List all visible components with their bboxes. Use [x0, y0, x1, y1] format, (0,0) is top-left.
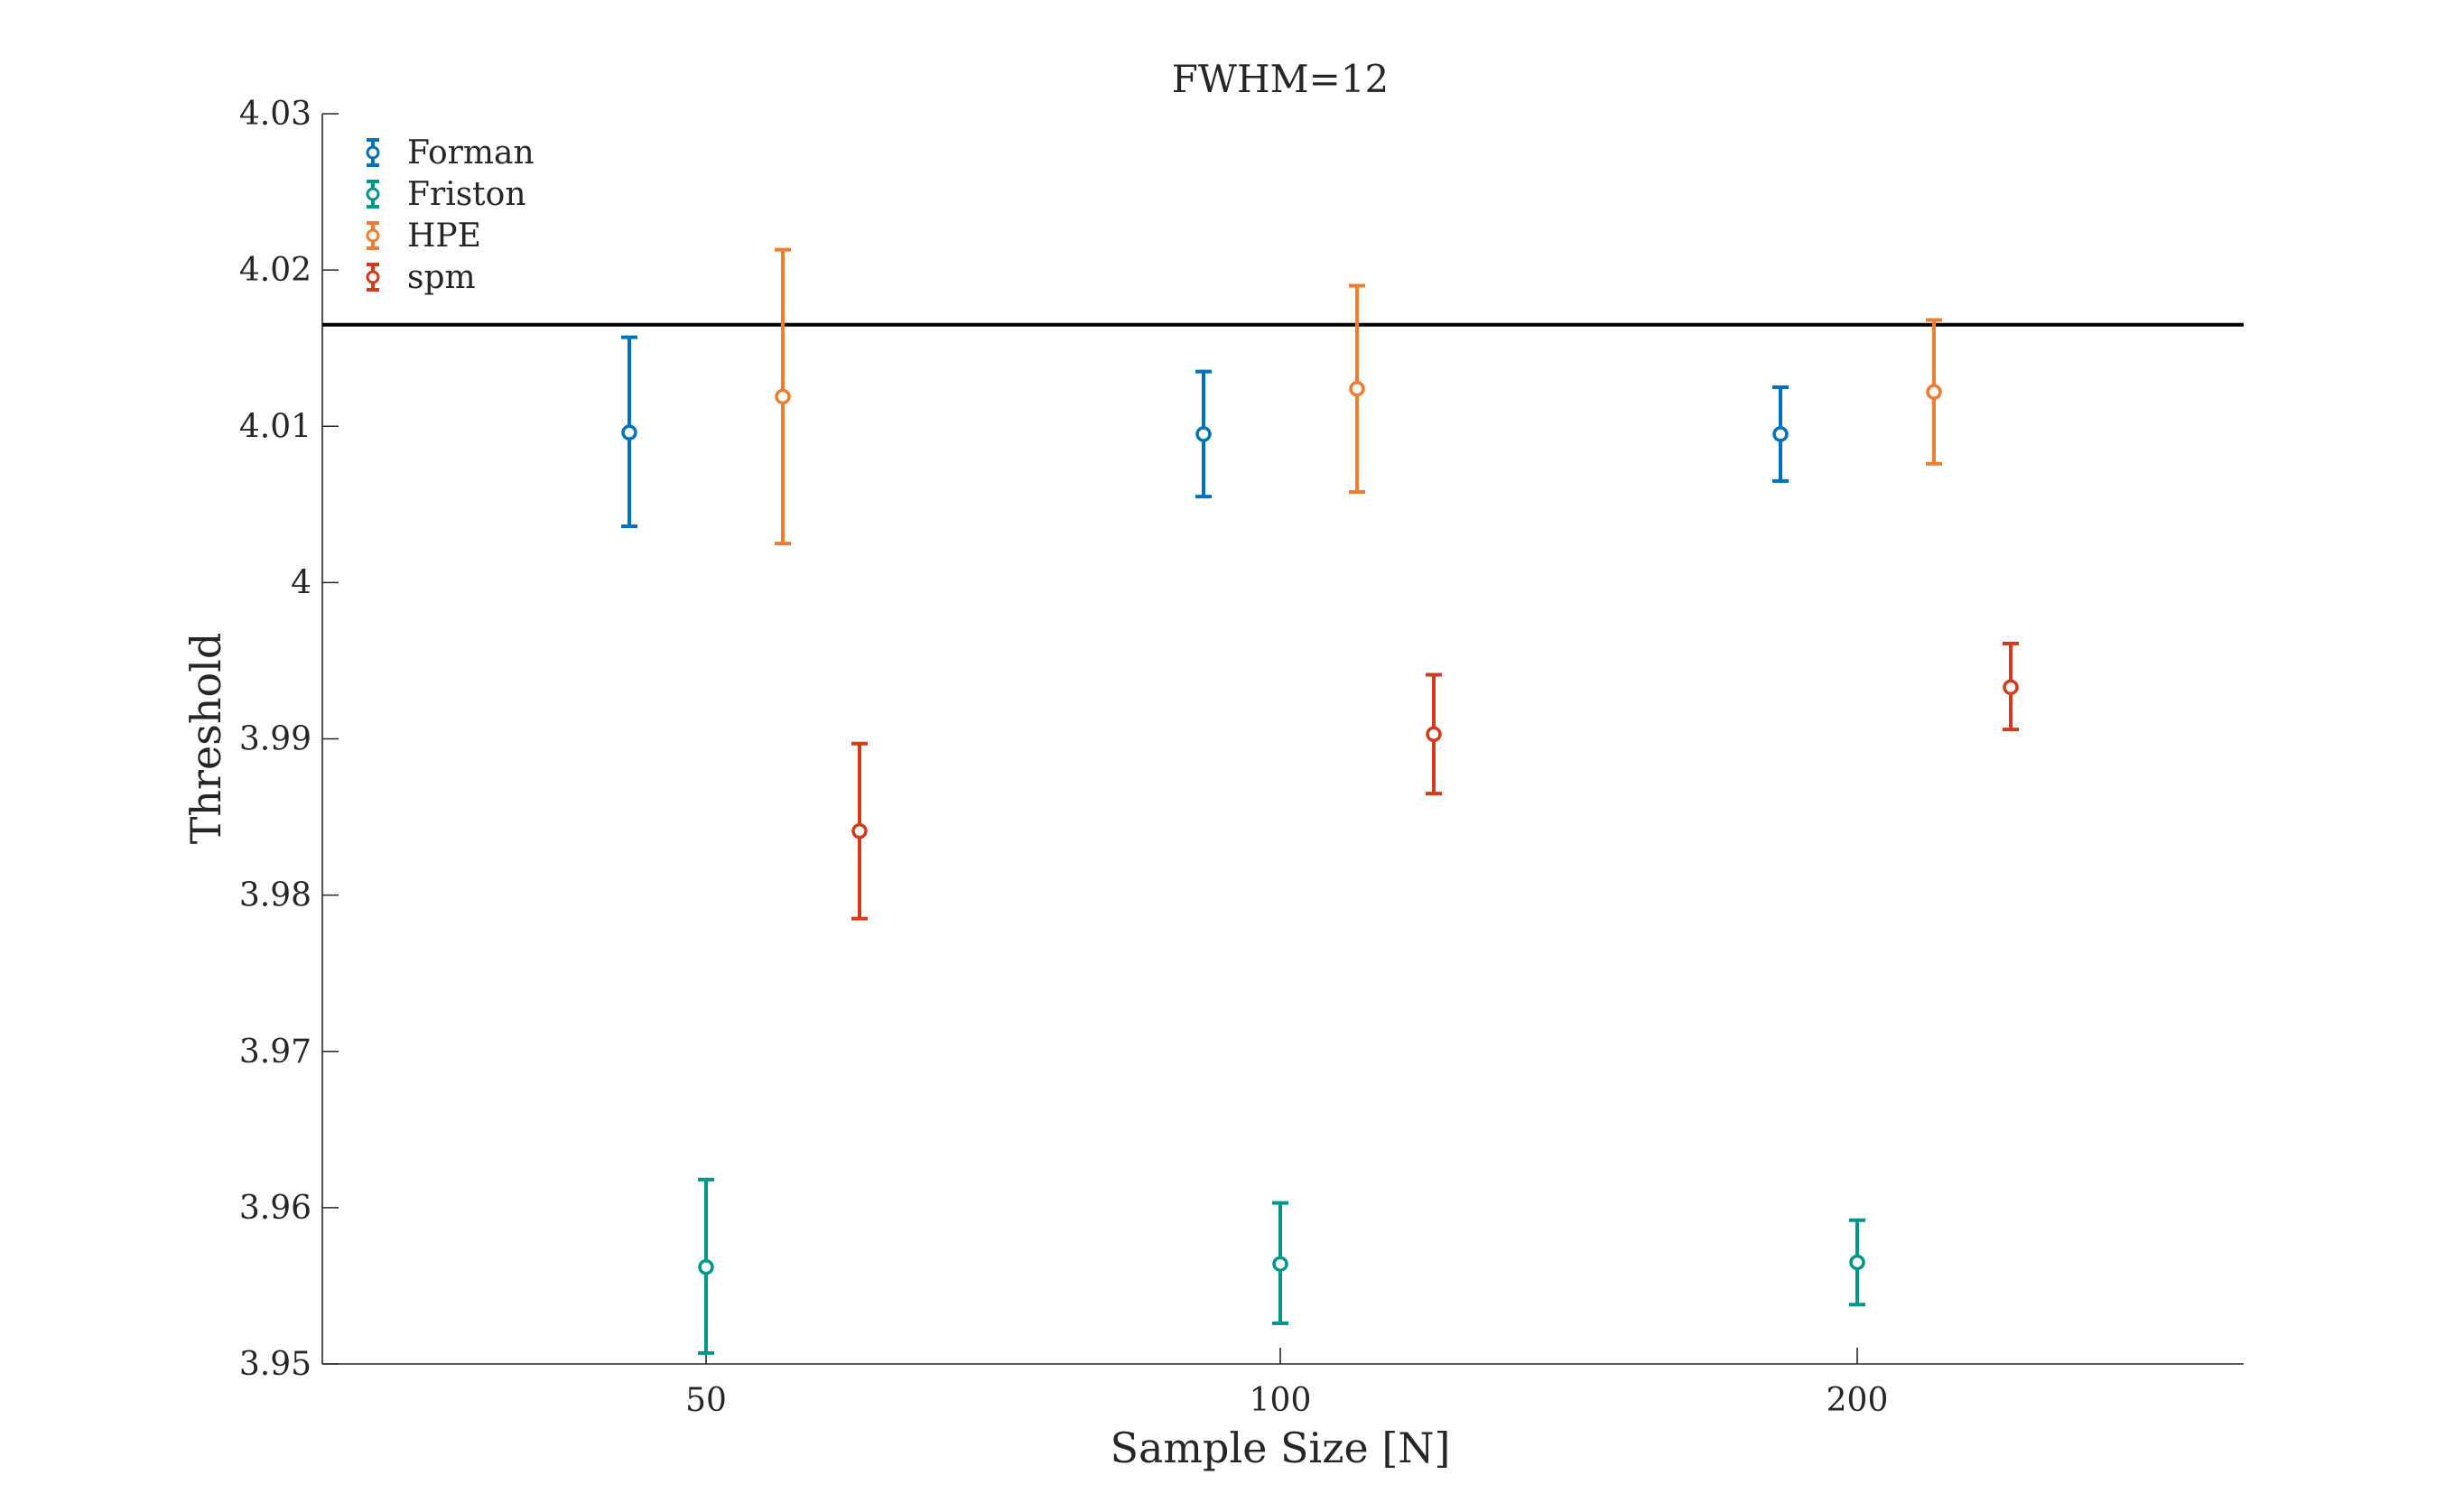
- y-tick-label: 3.98: [239, 877, 311, 914]
- data-point: [698, 1258, 714, 1275]
- legend-marker: [366, 145, 380, 160]
- legend-label: Forman: [407, 135, 535, 172]
- y-tick-label: 3.99: [239, 721, 311, 758]
- data-marks: [621, 247, 2019, 1355]
- series-forman: [621, 335, 1789, 529]
- data-point: [1349, 380, 1365, 397]
- data-point: [851, 822, 868, 839]
- x-ticks: 50 100 200: [685, 1348, 1888, 1419]
- legend-item: Forman: [366, 135, 535, 172]
- series-spm: [851, 641, 2019, 921]
- legend: Forman Friston HPE spm: [366, 135, 535, 296]
- data-point: [1926, 384, 1942, 400]
- series-hpe: [775, 247, 1942, 546]
- data-point: [1849, 1254, 1865, 1271]
- chart-title: FWHM=12: [1172, 57, 1390, 101]
- legend-label: HPE: [407, 218, 481, 255]
- y-tick-label: 3.96: [239, 1190, 311, 1227]
- y-tick-label: 4.01: [239, 408, 311, 445]
- legend-label: spm: [407, 259, 476, 296]
- y-tick-label: 3.97: [239, 1034, 311, 1071]
- y-ticks: 3.95 3.96 3.97 3.98 3.99 4 4.01 4.02 4.03: [239, 96, 339, 1383]
- series-friston: [698, 1177, 1865, 1355]
- legend-item: Friston: [366, 176, 526, 213]
- x-tick-label: 100: [1250, 1382, 1312, 1419]
- legend-marker: [366, 187, 380, 201]
- y-tick-label: 3.95: [239, 1346, 311, 1383]
- data-point: [1426, 726, 1442, 743]
- legend-label: Friston: [407, 176, 526, 213]
- x-axis-title: Sample Size [N]: [1110, 1424, 1450, 1472]
- legend-marker: [366, 228, 380, 243]
- data-point: [1195, 426, 1212, 442]
- data-point: [621, 424, 637, 441]
- data-point: [1272, 1256, 1288, 1272]
- y-tick-label: 4: [291, 564, 311, 601]
- data-point: [1772, 426, 1789, 442]
- axes: [321, 114, 2244, 1365]
- y-tick-label: 4.02: [239, 252, 311, 289]
- x-tick-label: 50: [685, 1382, 727, 1419]
- legend-item: spm: [366, 259, 476, 296]
- x-tick-label: 200: [1827, 1382, 1889, 1419]
- data-point: [775, 388, 791, 405]
- data-point: [2003, 679, 2019, 696]
- y-tick-label: 4.03: [239, 96, 311, 133]
- legend-marker: [366, 270, 380, 284]
- y-axis-title: Threshold: [181, 633, 230, 845]
- legend-item: HPE: [366, 218, 481, 255]
